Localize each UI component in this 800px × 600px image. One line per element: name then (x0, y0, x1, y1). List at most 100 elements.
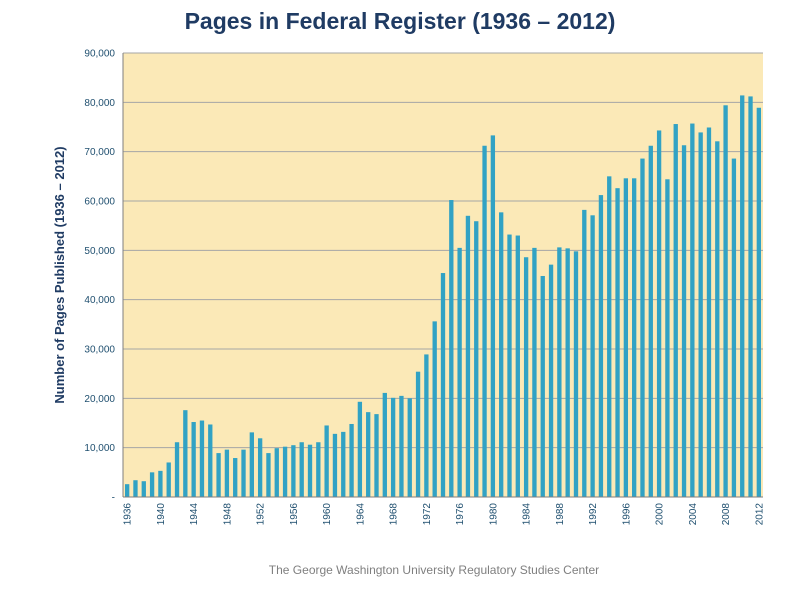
x-tick-label: 1984 (522, 503, 533, 526)
bar-1952 (257, 438, 263, 497)
bar-1958 (307, 444, 313, 497)
bar-1997 (632, 178, 637, 497)
y-tick-label: 90,000 (84, 49, 115, 60)
bar-1984 (523, 257, 529, 497)
bar-1963 (349, 423, 354, 497)
x-tick-label: 1968 (389, 503, 400, 526)
bar-1938 (141, 481, 146, 497)
bar-1944 (191, 422, 196, 497)
bar-1981 (499, 212, 504, 497)
bar-1985 (532, 247, 537, 497)
y-tick-label: 20,000 (84, 394, 115, 405)
bar-2004 (690, 123, 695, 498)
x-tick-label: 1976 (455, 503, 466, 526)
bar-1960 (324, 425, 329, 497)
bar-1992 (590, 215, 595, 497)
bar-1946 (208, 424, 213, 497)
x-axis: 1936 1940 1944 1948 1952 1956 1960 1964 1968 1972… (123, 496, 765, 526)
bar-1951 (249, 432, 254, 497)
x-tick-label: 1940 (156, 503, 167, 526)
bar-1964 (357, 401, 363, 497)
bar-1994 (607, 176, 612, 498)
bar-1940 (158, 470, 163, 497)
bar-1971 (415, 371, 421, 497)
bar-1943 (183, 410, 188, 497)
x-tick-label: 2008 (721, 503, 732, 526)
bar-1961 (332, 433, 338, 497)
bar-1991 (582, 209, 587, 497)
bar-2011 (748, 96, 753, 497)
bar-1956 (291, 445, 296, 497)
bar-1941 (166, 462, 171, 497)
bar-1977 (465, 215, 471, 498)
bar-1936 (124, 484, 130, 497)
bar-1948 (224, 449, 230, 497)
bar-1976 (457, 247, 462, 497)
bar-2009 (731, 158, 737, 497)
bar-1967 (382, 392, 387, 497)
bar-1945 (199, 420, 205, 497)
y-axis: - 10,000 20,000 30,000 40,000 50,000 60,000 70,… (84, 49, 124, 504)
bar-1982 (507, 234, 512, 497)
bar-1989 (565, 248, 570, 497)
bar-2007 (715, 141, 720, 497)
bar-1993 (598, 195, 604, 497)
y-tick-label: 10,000 (84, 443, 115, 454)
y-axis-title: Number of Pages Published (1936 – 2012) (52, 146, 67, 403)
x-tick-label: 1936 (123, 503, 134, 526)
bar-1980 (490, 135, 496, 498)
y-tick-label: 50,000 (84, 246, 115, 257)
x-tick-label: 1944 (189, 503, 200, 526)
bar-1939 (149, 472, 155, 497)
x-tick-label: 1964 (355, 503, 366, 526)
bar-2002 (673, 124, 678, 497)
bar-1966 (374, 414, 379, 497)
bar-1986 (540, 275, 545, 497)
bar-2000 (656, 130, 662, 497)
bar-1979 (482, 145, 487, 497)
bar-1996 (623, 178, 629, 497)
bar-1953 (266, 453, 271, 497)
x-tick-label: 1948 (222, 503, 233, 526)
x-tick-label: 1952 (256, 503, 267, 526)
bar-1965 (366, 412, 371, 497)
bar-1990 (573, 251, 579, 497)
bar-2006 (706, 127, 712, 497)
bar-1959 (316, 442, 321, 497)
bar-1987 (548, 264, 554, 497)
x-tick-label: 1988 (555, 503, 566, 526)
x-tick-label: 1996 (621, 503, 632, 526)
source-credit: The George Washington University Regulat… (268, 563, 600, 577)
bar-2010 (740, 95, 745, 497)
y-tick-label: 60,000 (84, 197, 115, 208)
x-tick-label: 2012 (754, 503, 765, 526)
bar-1995 (615, 188, 620, 497)
bar-1970 (407, 398, 412, 497)
bar-1972 (424, 354, 429, 497)
bar-1969 (399, 395, 404, 497)
x-tick-label: 2004 (688, 503, 699, 526)
x-tick-label: 2000 (655, 503, 666, 526)
bar-1949 (233, 458, 238, 497)
bar-1968 (390, 397, 396, 497)
y-tick-label: - (112, 493, 115, 504)
bar-1937 (133, 480, 138, 497)
x-tick-label: 1992 (588, 503, 599, 526)
x-tick-label: 1980 (488, 503, 499, 526)
bar-1978 (474, 221, 479, 497)
bar-1974 (440, 273, 446, 497)
bar-1998 (640, 158, 645, 497)
bar-1973 (432, 321, 437, 497)
y-tick-label: 30,000 (84, 345, 115, 356)
bar-1988 (557, 247, 562, 497)
bar-2001 (665, 179, 670, 497)
bar-1942 (174, 442, 180, 497)
bar-2008 (723, 105, 728, 497)
bar-2005 (698, 132, 703, 497)
x-tick-label: 1972 (422, 503, 433, 526)
bar-1954 (274, 448, 279, 497)
bar-1999 (648, 145, 653, 497)
y-tick-label: 70,000 (84, 147, 115, 158)
bar-1983 (515, 235, 520, 498)
